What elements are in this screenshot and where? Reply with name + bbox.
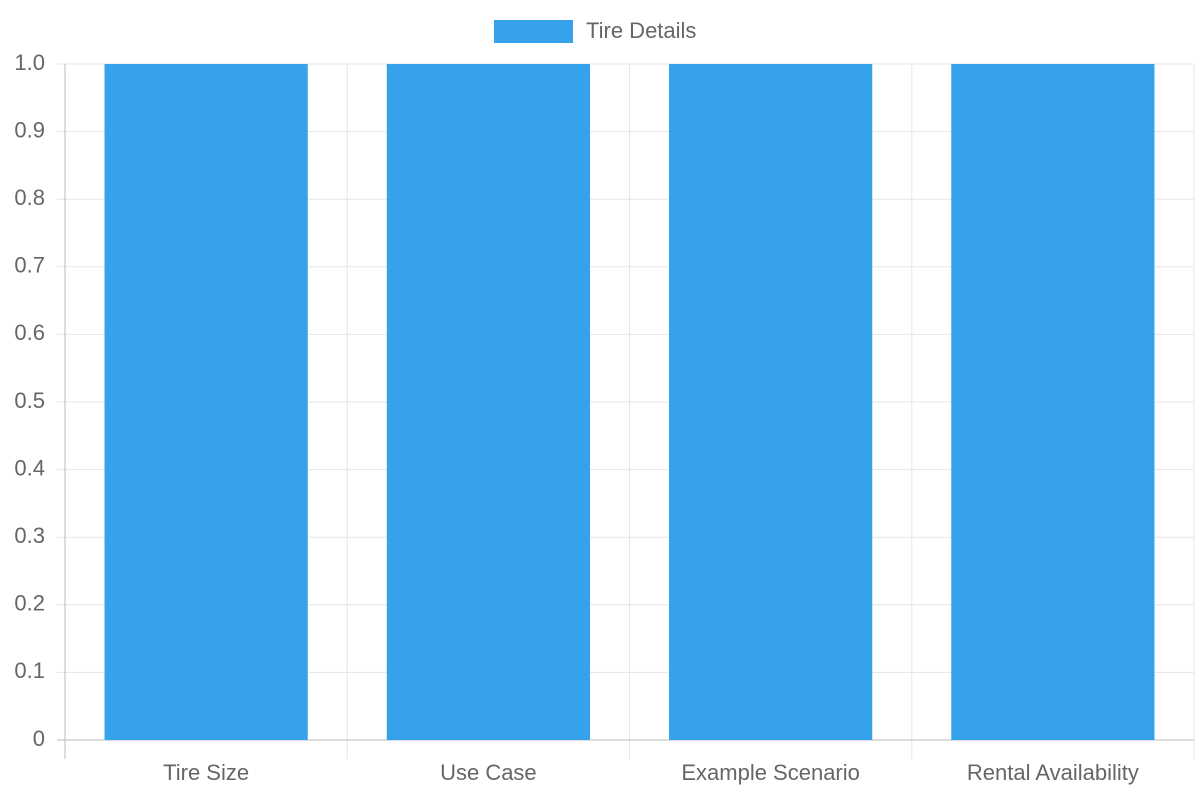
bar: [951, 64, 1155, 740]
y-tick-label: 0.4: [14, 455, 45, 480]
y-tick-label: 0.3: [14, 523, 45, 548]
y-tick-label: 0.1: [14, 658, 45, 683]
y-tick-label: 0: [33, 726, 45, 751]
x-tick-label: Rental Availability: [967, 760, 1139, 785]
legend-swatch: [494, 20, 573, 43]
y-tick-label: 0.6: [14, 320, 45, 345]
bar: [386, 64, 590, 740]
y-tick-label: 0.9: [14, 117, 45, 142]
bar: [104, 64, 308, 740]
x-tick-label: Example Scenario: [681, 760, 860, 785]
y-tick-label: 0.8: [14, 185, 45, 210]
y-tick-label: 0.2: [14, 591, 45, 616]
y-tick-label: 0.5: [14, 388, 45, 413]
y-tick-label: 1.0: [14, 50, 45, 75]
x-tick-label: Use Case: [440, 760, 537, 785]
y-tick-label: 0.7: [14, 253, 45, 278]
bar: [669, 64, 873, 740]
legend-label: Tire Details: [586, 18, 696, 43]
x-tick-label: Tire Size: [163, 760, 249, 785]
